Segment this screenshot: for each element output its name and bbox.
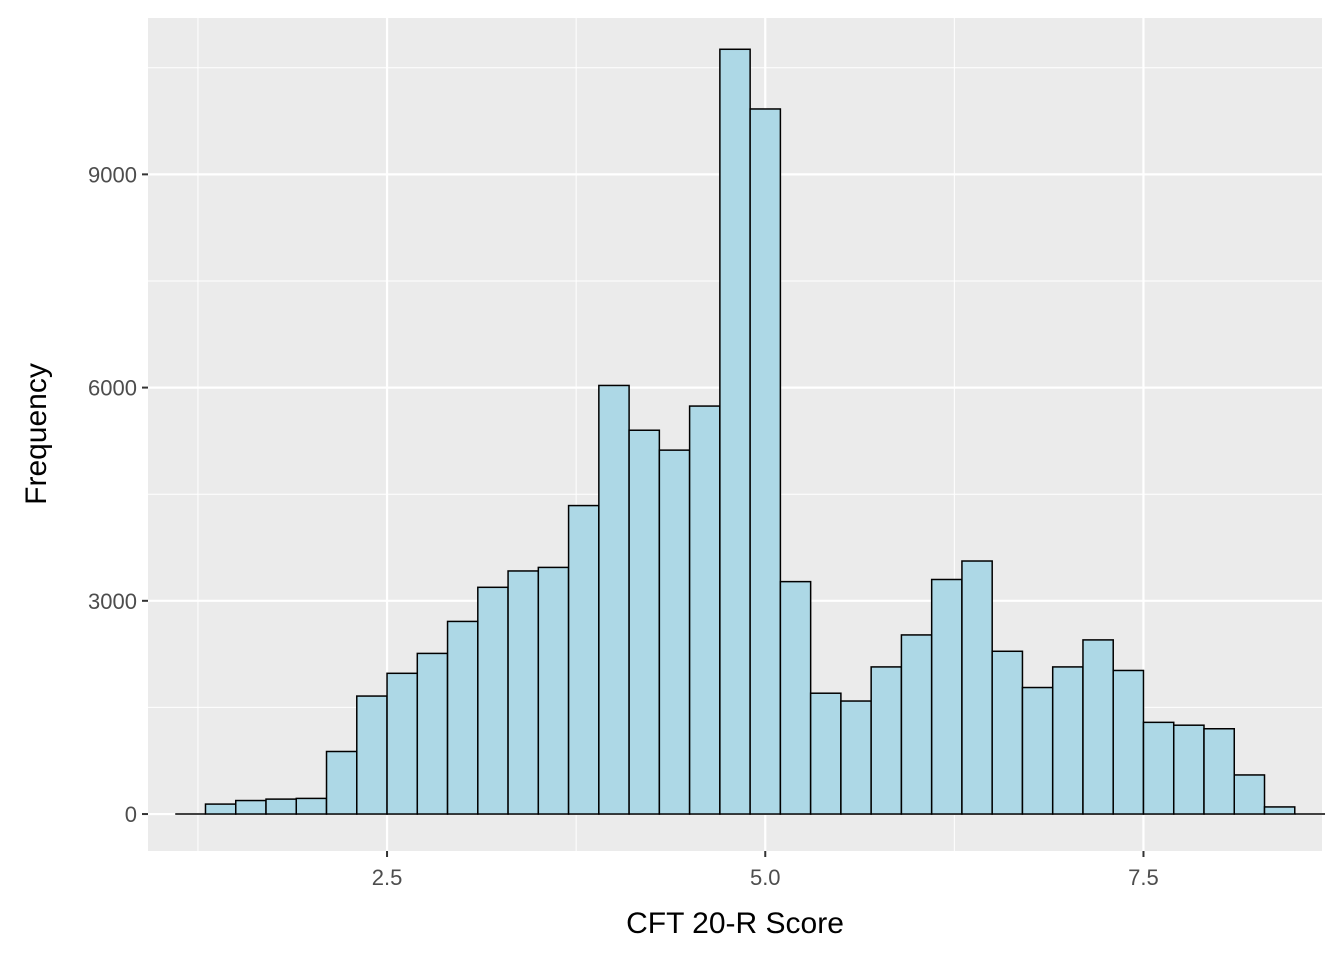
histogram-bar (477, 586, 509, 815)
x-tick-label: 7.5 (1128, 865, 1159, 890)
histogram-bar (598, 384, 630, 815)
histogram-bar (295, 797, 328, 815)
histogram-bar (688, 405, 721, 815)
histogram-bar (446, 620, 479, 815)
histogram-bar (991, 650, 1024, 815)
y-axis: 0 3000 6000 9000 (88, 162, 148, 827)
x-tick-label: 2.5 (372, 865, 403, 890)
x-axis-title: CFT 20-R Score (626, 907, 844, 940)
histogram-bar (1233, 774, 1266, 815)
histogram-bar (507, 570, 540, 815)
histogram-bar (870, 666, 903, 815)
x-tick-label: 5.0 (750, 865, 781, 890)
histogram-bar (1263, 806, 1296, 815)
y-tick-label: 6000 (88, 376, 137, 401)
y-axis-title: Frequency (20, 363, 53, 505)
histogram-bar (356, 695, 388, 815)
histogram-bar (386, 672, 419, 815)
histogram-bar (416, 652, 449, 815)
histogram-bar (749, 108, 782, 815)
histogram-bar (961, 560, 993, 815)
histogram-bar (325, 750, 358, 815)
histogram-bar (840, 700, 872, 815)
histogram-bar (900, 634, 933, 815)
histogram-bar (204, 803, 237, 815)
histogram-bar (567, 504, 600, 815)
histogram-bar (234, 799, 267, 815)
histogram-bar (1051, 666, 1084, 815)
histogram-bar (1112, 669, 1145, 815)
histogram-bar (1142, 721, 1175, 815)
histogram-bar (265, 798, 298, 815)
histogram-bar (1203, 728, 1236, 815)
histogram-bar (1172, 724, 1205, 815)
histogram-bar (1082, 639, 1114, 815)
histogram-bar (1021, 686, 1054, 815)
histogram-bars (175, 48, 1326, 815)
histogram-bar (719, 48, 751, 815)
y-tick-label: 3000 (88, 589, 137, 614)
histogram-bar (930, 578, 963, 815)
histogram-bar (658, 449, 691, 815)
histogram-bar (779, 580, 812, 815)
x-axis: 2.5 5.0 7.5 (372, 851, 1159, 890)
histogram-bar (537, 566, 570, 815)
y-tick-label: 0 (125, 802, 137, 827)
histogram-bar (809, 692, 842, 815)
histogram-bar (628, 429, 661, 815)
y-tick-label: 9000 (88, 162, 137, 187)
